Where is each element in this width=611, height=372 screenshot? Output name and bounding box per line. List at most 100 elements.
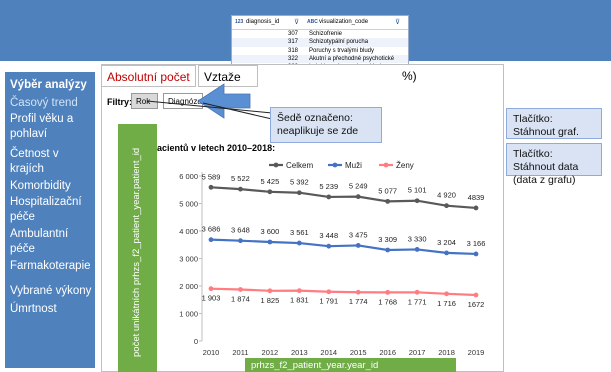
x-tick-label: 2011 [232,348,248,357]
sidebar-item-profil-veku[interactable]: Profil věku a pohlaví [10,113,74,140]
legend-swatch-point [273,162,279,168]
series-point [355,289,361,295]
data-label: 1 903 [202,294,221,303]
sidebar-heading: Výběr analýzy [10,79,87,91]
tab-vztazeny-end: %) [402,69,417,83]
data-label: 3 648 [231,226,250,235]
series-point [473,251,479,257]
data-label: 3 204 [437,238,456,247]
x-tick-label: 2018 [438,348,455,357]
data-label: 3 330 [408,234,427,243]
series-point [238,287,243,292]
data-label: 3 600 [260,227,279,236]
series-point [444,291,449,297]
sidebar-item-hospitalizacni-pece[interactable]: Hospitalizační péče [10,196,82,223]
lookup-diagnosis-id: 317 [288,39,299,46]
y-tick-label: 0 [194,337,198,346]
y-tick-label: 2 000 [179,282,198,291]
lookup-table-header: 123 diagnosis_id ⊽ ABC visualization_cod… [232,16,408,30]
y-tick-label: 3 000 [179,255,198,264]
series-point [444,203,449,209]
series-point [355,243,361,248]
series-point [208,286,214,292]
callout-download-data: Tlačítko: Stáhnout data (data z grafu) [506,143,602,186]
pointer-line-1 [146,100,273,114]
big-arrow-shape [197,83,251,119]
legend-swatch-point [383,162,389,168]
legend-label: Ženy [396,161,414,170]
y-axis-label-box: počet unikátních prhzs_f2_patient_year.p… [118,124,157,372]
chart-title: et pacientů v letech 2010–2018: [141,143,276,153]
pointer-line-2 [202,102,273,120]
col1-filter-icon[interactable]: ⊽ [294,19,300,26]
data-label: 4 920 [437,191,456,200]
y-tick-label: 4 000 [179,227,198,236]
data-label: 5 249 [349,182,368,191]
legend-label: Celkem [286,161,313,170]
y-tick-label: 6 000 [179,172,198,181]
x-tick-label: 2017 [409,348,426,357]
data-label: 5 589 [202,172,221,181]
tab-absolutni-pocet[interactable]: Absolutní počet [101,65,196,87]
lookup-diagnosis-id: 318 [288,47,299,54]
data-label: 3 448 [319,231,338,240]
data-label: 1 874 [231,294,250,303]
data-label: 3 309 [378,235,397,244]
sidebar-item-vybrane-vykony[interactable]: Vybrané výkony [10,285,92,297]
sidebar-item-cetnost-v-krajich[interactable]: Četnost v krajích [10,148,59,175]
data-label: 5 522 [231,174,250,183]
data-label: 5 077 [378,186,397,195]
y-tick-label: 1 000 [179,310,198,319]
data-label: 3 475 [349,230,368,239]
data-label: 1672 [468,300,485,309]
data-label: 1 831 [290,296,309,305]
series-point [355,194,361,200]
series-point [385,289,391,295]
data-label: 5 239 [319,182,338,191]
x-tick-label: 2015 [350,348,367,357]
x-tick-label: 2013 [291,348,308,357]
data-label: 1 791 [319,297,338,306]
data-label: 4839 [468,193,485,202]
x-tick-label: 2019 [468,348,485,357]
tab-vztazeny[interactable]: Vztaže [198,65,258,87]
x-axis-label: prhzs_f2_patient_year.year_id [251,360,379,371]
y-axis-label: počet unikátních prhzs_f2_patient_year.p… [131,147,142,357]
sidebar-item-casovy-trend[interactable]: Časový trend [10,97,78,109]
lookup-diagnosis-id: 307 [288,31,299,37]
col2-type-badge: ABC [307,19,318,25]
col2-filter-icon[interactable]: ⊽ [395,19,401,26]
lookup-table-row: 307 Schizofrenie [232,30,408,38]
series-point [444,250,449,256]
data-label: 1 768 [378,297,397,306]
analysis-sidebar: Výběr analýzy Časový trend Profil věku a… [5,72,95,368]
lookup-table-row: 318 Poruchy s trvalými bludy [232,47,408,55]
sidebar-item-ambulantni-pece[interactable]: Ambulantní péče [10,228,69,255]
series-point [414,289,420,295]
series-point [326,243,332,249]
lookup-visualization-code: Schizotypální porucha [309,39,369,46]
data-label: 5 101 [408,186,427,195]
x-axis-label-box: prhzs_f2_patient_year.year_id [245,358,456,372]
data-label: 5 425 [260,177,279,186]
series-point [473,292,479,298]
series-point [296,240,302,246]
series-point [238,186,243,192]
sidebar-item-farmakoterapie[interactable]: Farmakoterapie [10,260,91,272]
series-line-0 [210,186,477,210]
series-point [267,189,273,195]
series-point [238,238,243,244]
series-point [385,198,391,204]
lookup-diagnosis-id: 322 [288,55,299,62]
series-point [208,237,214,243]
sidebar-item-umrtnost[interactable]: Úmrtnost [10,303,57,315]
series-line-2 [210,287,477,297]
data-label: 1 774 [349,297,368,306]
y-tick-label: 5 000 [179,200,198,209]
filter-rok[interactable]: Rok [131,93,158,109]
filters-label: Filtry: [107,97,133,107]
data-label: 1 716 [437,299,456,308]
data-label: 5 392 [290,178,309,187]
sidebar-item-komorbidity[interactable]: Komorbidity [10,180,71,192]
